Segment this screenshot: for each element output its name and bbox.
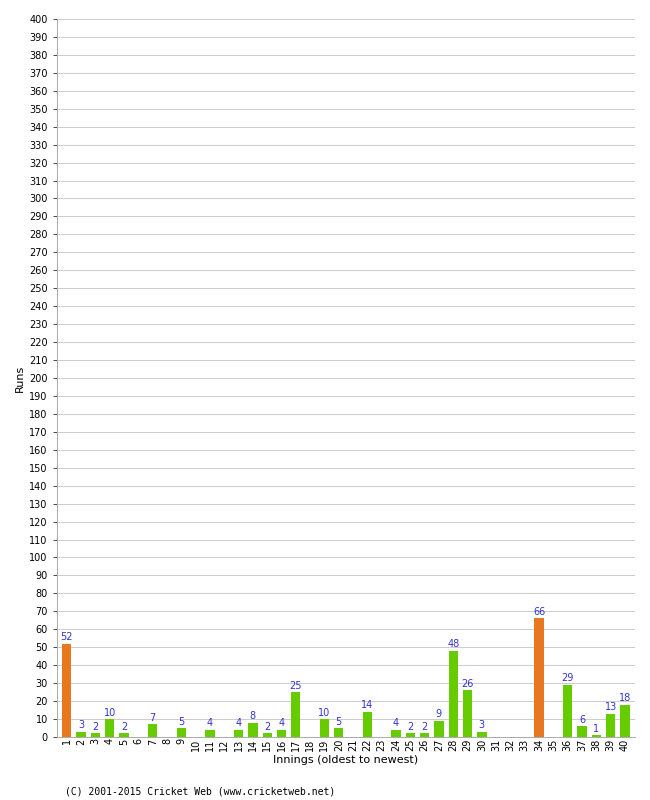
Text: 25: 25 xyxy=(289,681,302,690)
Text: 13: 13 xyxy=(604,702,617,712)
Text: 26: 26 xyxy=(462,679,474,689)
Text: 52: 52 xyxy=(60,632,73,642)
Bar xyxy=(177,728,186,737)
Bar xyxy=(105,719,114,737)
Text: 3: 3 xyxy=(78,720,84,730)
Bar xyxy=(620,705,630,737)
Text: 4: 4 xyxy=(393,718,399,728)
Bar xyxy=(291,692,300,737)
Text: 14: 14 xyxy=(361,700,374,710)
Text: 6: 6 xyxy=(579,714,585,725)
Text: 7: 7 xyxy=(150,713,156,723)
Bar xyxy=(406,734,415,737)
Bar xyxy=(334,728,343,737)
Bar xyxy=(606,714,616,737)
Text: 48: 48 xyxy=(447,639,460,650)
Text: 1: 1 xyxy=(593,724,599,734)
Bar xyxy=(263,734,272,737)
Text: 5: 5 xyxy=(178,717,185,726)
Bar xyxy=(320,719,329,737)
Bar xyxy=(448,650,458,737)
Text: 9: 9 xyxy=(436,710,442,719)
Bar xyxy=(434,721,443,737)
Text: 4: 4 xyxy=(235,718,242,728)
Text: 4: 4 xyxy=(207,718,213,728)
Bar xyxy=(62,644,72,737)
Text: 66: 66 xyxy=(533,607,545,617)
Bar xyxy=(477,731,486,737)
Bar xyxy=(420,734,429,737)
Text: 2: 2 xyxy=(92,722,99,732)
Bar xyxy=(120,734,129,737)
Text: (C) 2001-2015 Cricket Web (www.cricketweb.net): (C) 2001-2015 Cricket Web (www.cricketwe… xyxy=(65,786,335,796)
Text: 18: 18 xyxy=(619,694,631,703)
Text: 10: 10 xyxy=(318,707,331,718)
Text: 29: 29 xyxy=(562,674,574,683)
Text: 3: 3 xyxy=(479,720,485,730)
Bar xyxy=(205,730,214,737)
X-axis label: Innings (oldest to newest): Innings (oldest to newest) xyxy=(274,755,419,765)
Bar xyxy=(248,722,257,737)
Bar xyxy=(592,735,601,737)
Bar xyxy=(534,618,544,737)
Y-axis label: Runs: Runs xyxy=(15,364,25,391)
Text: 4: 4 xyxy=(278,718,285,728)
Text: 2: 2 xyxy=(407,722,413,732)
Bar xyxy=(563,685,573,737)
Text: 2: 2 xyxy=(121,722,127,732)
Bar xyxy=(148,724,157,737)
Text: 10: 10 xyxy=(103,707,116,718)
Text: 8: 8 xyxy=(250,711,256,721)
Text: 2: 2 xyxy=(264,722,270,732)
Text: 5: 5 xyxy=(335,717,342,726)
Bar xyxy=(577,726,587,737)
Bar xyxy=(277,730,286,737)
Bar xyxy=(91,734,100,737)
Bar xyxy=(77,731,86,737)
Text: 2: 2 xyxy=(421,722,428,732)
Bar xyxy=(363,712,372,737)
Bar xyxy=(463,690,472,737)
Bar xyxy=(391,730,400,737)
Bar xyxy=(234,730,243,737)
